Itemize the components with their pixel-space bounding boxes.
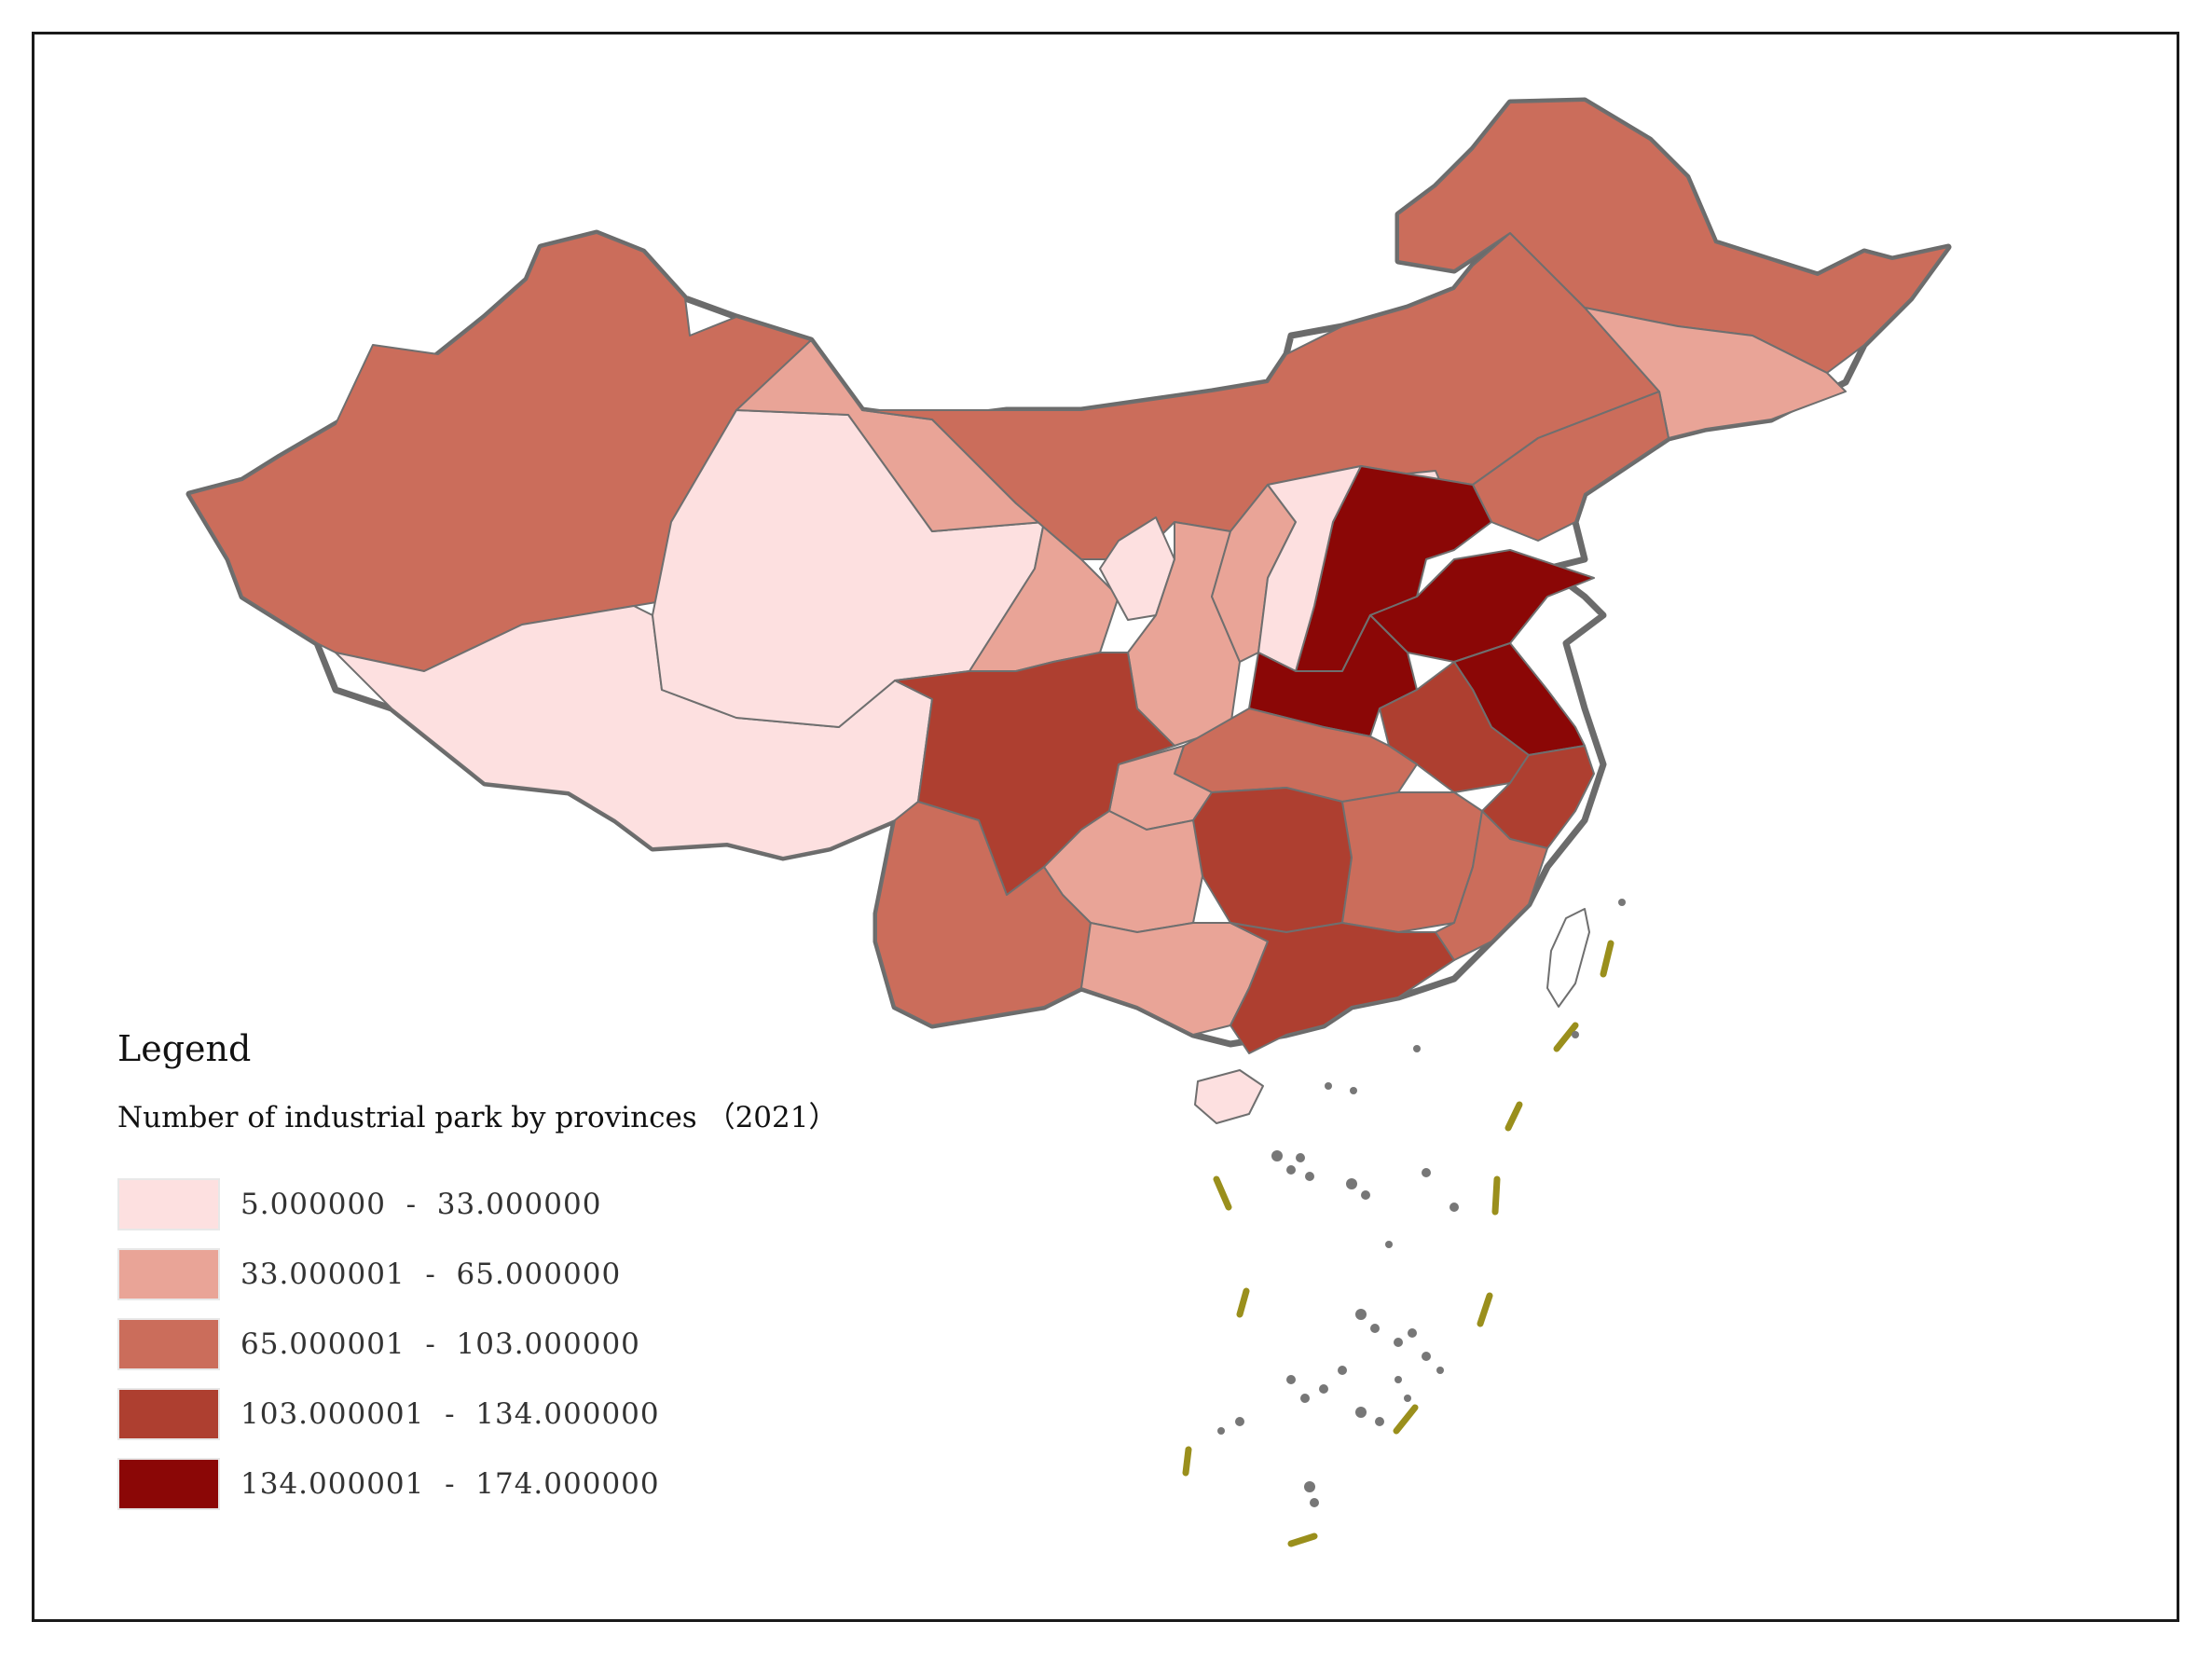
legend-item: 134.000001 - 174.000000 [117, 1457, 956, 1511]
region-shandong [1369, 549, 1595, 663]
map-legend: Legend Number of industrial park by prov… [117, 1021, 956, 1527]
legend-range-label: 103.000001 - 134.000000 [240, 1397, 660, 1431]
legend-item: 33.000001 - 65.000000 [117, 1247, 956, 1301]
legend-swatch [117, 1318, 220, 1370]
legend-swatch [117, 1248, 220, 1300]
region-hainan [1194, 1069, 1264, 1124]
nine-dash-line [1182, 940, 1614, 1547]
legend-items: 5.000000 - 33.000000 33.000001 - 65.00000… [117, 1177, 956, 1511]
legend-range-label: 33.000001 - 65.000000 [240, 1258, 622, 1291]
legend-range-label: 134.000001 - 174.000000 [240, 1467, 660, 1501]
legend-swatch [117, 1178, 220, 1230]
region-taiwan [1546, 908, 1590, 1008]
legend-title: Legend [117, 1028, 252, 1069]
legend-range-label: 65.000001 - 103.000000 [240, 1327, 640, 1361]
legend-item: 65.000001 - 103.000000 [117, 1317, 956, 1371]
legend-swatch [117, 1388, 220, 1440]
south-sea-islands [1217, 899, 1626, 1507]
region-hunan [1192, 787, 1353, 933]
legend-item: 103.000001 - 134.000000 [117, 1387, 956, 1441]
legend-subtitle: Number of industrial park by provinces （… [117, 1101, 838, 1134]
legend-range-label: 5.000000 - 33.000000 [240, 1188, 602, 1221]
region-fujian [1435, 810, 1548, 961]
region-guangdong [1230, 922, 1455, 1054]
legend-item: 5.000000 - 33.000000 [117, 1177, 956, 1231]
legend-swatch [117, 1458, 220, 1510]
region-yunnan [875, 801, 1092, 1026]
